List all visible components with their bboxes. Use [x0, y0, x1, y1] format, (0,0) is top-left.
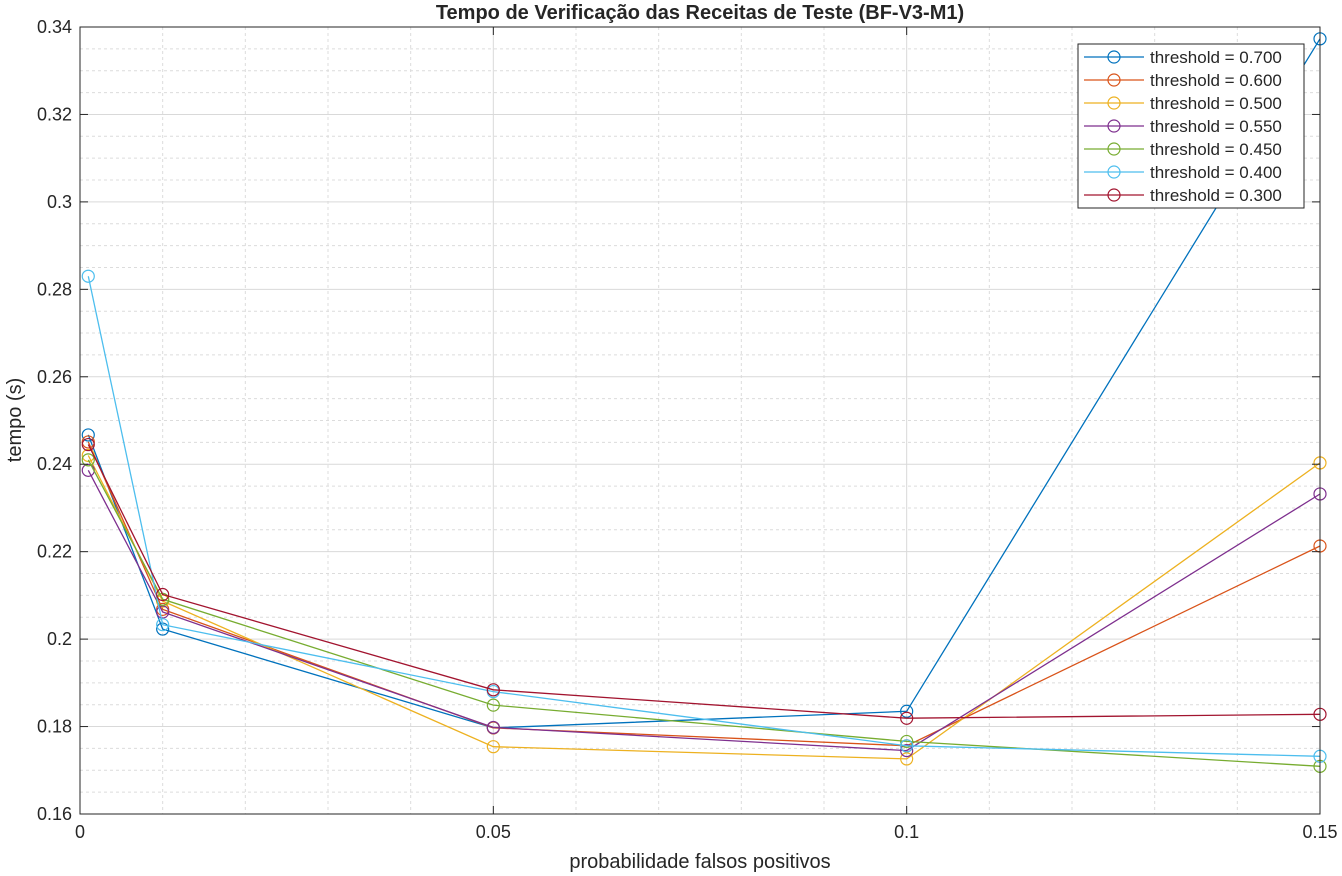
y-axis-label: tempo (s) — [4, 378, 26, 462]
legend-label: threshold = 0.700 — [1150, 48, 1282, 67]
y-tick-label: 0.22 — [37, 542, 72, 562]
ticks-layer — [79, 26, 1321, 815]
legend-label: threshold = 0.550 — [1150, 117, 1282, 136]
data-point — [900, 704, 914, 718]
y-tick-label: 0.32 — [37, 104, 72, 124]
x-tick-label: 0.15 — [1302, 822, 1337, 842]
axes-box — [79, 26, 1321, 815]
chart-title: Tempo de Verificação das Receitas de Tes… — [436, 2, 964, 24]
data-point — [156, 587, 170, 602]
legend-label: threshold = 0.450 — [1150, 140, 1282, 159]
data-point — [81, 453, 95, 467]
x-tick-label: 0.05 — [476, 822, 511, 842]
legend-item: threshold = 0.450 — [1084, 140, 1282, 159]
legend-item: threshold = 0.550 — [1084, 117, 1282, 136]
legend-marker — [1107, 50, 1121, 64]
data-point — [900, 739, 914, 753]
legend-label: threshold = 0.400 — [1150, 163, 1282, 182]
y-tick-label: 0.24 — [37, 454, 72, 474]
legend-marker — [1107, 73, 1121, 87]
legend-label: threshold = 0.300 — [1150, 186, 1282, 205]
series-line — [87, 276, 1321, 757]
data-point — [81, 269, 95, 283]
data-point — [486, 683, 500, 697]
x-tick-labels: 0 0.05 0.1 0.15 — [75, 822, 1338, 842]
y-tick-label: 0.2 — [47, 629, 72, 649]
data-point — [156, 618, 170, 632]
legend-item: threshold = 0.400 — [1084, 163, 1282, 182]
series-layer — [81, 32, 1327, 773]
data-point — [81, 428, 95, 442]
data-point — [900, 711, 914, 725]
legend-marker — [1107, 188, 1121, 202]
y-tick-label: 0.34 — [37, 17, 72, 37]
y-tick-labels: 0.16 0.18 0.2 0.22 0.24 0.26 0.28 0.3 0.32 0.34 — [37, 17, 72, 824]
x-tick-label: 0 — [75, 822, 85, 842]
data-point — [900, 734, 914, 749]
legend-marker — [1107, 165, 1121, 179]
legend-item: threshold = 0.300 — [1084, 186, 1282, 205]
data-point — [486, 740, 500, 754]
y-tick-label: 0.26 — [37, 367, 72, 387]
legend-marker — [1107, 96, 1121, 110]
data-point — [486, 720, 500, 735]
x-axis-label: probabilidade falsos positivos — [569, 851, 830, 873]
x-tick-label: 0.1 — [894, 822, 919, 842]
y-tick-label: 0.3 — [47, 192, 72, 212]
legend-label: threshold = 0.500 — [1150, 94, 1282, 113]
legend-marker — [1107, 119, 1121, 133]
y-tick-label: 0.16 — [37, 804, 72, 824]
minor-grid — [80, 27, 1320, 814]
data-point — [156, 605, 170, 619]
y-tick-label: 0.18 — [37, 717, 72, 737]
data-point — [900, 744, 914, 758]
data-point — [81, 437, 95, 452]
legend-label: threshold = 0.600 — [1150, 71, 1282, 90]
legend-item: threshold = 0.500 — [1084, 94, 1282, 113]
data-point — [486, 698, 500, 712]
series-line — [87, 469, 1321, 752]
legend-item: threshold = 0.600 — [1084, 71, 1282, 90]
data-point — [900, 752, 914, 766]
y-tick-label: 0.28 — [37, 279, 72, 299]
series-line — [87, 444, 1321, 719]
legend-marker — [1107, 142, 1121, 156]
legend-item: threshold = 0.700 — [1084, 48, 1282, 67]
legend: threshold = 0.700 threshold = 0.600 thresh… — [1077, 43, 1305, 209]
